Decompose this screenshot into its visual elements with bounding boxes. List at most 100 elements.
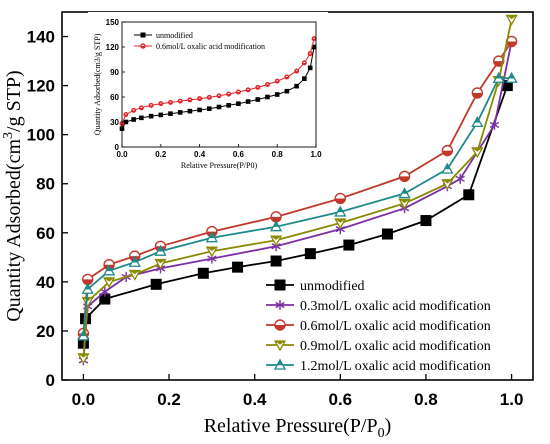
legend-label: 0.3mol/L oxalic acid modification <box>300 299 491 314</box>
inset-x-tick-label: 0.6 <box>233 150 245 159</box>
main-data-point <box>398 170 411 183</box>
main-y-tick-label: 40 <box>36 273 55 292</box>
inset-data-point <box>216 93 222 99</box>
main-y-axis-title-text: Quantity Adsorbed(cm <box>3 139 25 322</box>
main-data-point <box>304 248 316 260</box>
main-data-point <box>100 286 110 297</box>
main-data-point <box>102 277 116 289</box>
inset-data-point <box>197 107 202 113</box>
main-data-point <box>471 147 484 159</box>
inset-data-point <box>206 94 212 100</box>
inset-y-tick-label: 30 <box>110 118 119 127</box>
legend-entry: 0.3mol/L oxalic acid modification <box>266 299 491 314</box>
inset-data-point <box>167 99 173 105</box>
inset-data-point <box>311 44 317 50</box>
inset-plot-frame <box>121 21 317 148</box>
inset-data-point <box>245 87 251 93</box>
inset-y-tick-label: 0 <box>115 143 120 152</box>
main-data-point <box>102 264 116 276</box>
main-data-point <box>420 215 432 227</box>
inset-x-tick-label: 0.2 <box>155 150 167 159</box>
main-x-axis-title-close: ) <box>385 415 392 437</box>
inset-data-point <box>284 88 290 94</box>
main-data-point <box>270 211 282 223</box>
inset-data-point <box>148 102 154 108</box>
main-series-1-2mol-l-oxalic-acid-modification <box>77 71 518 341</box>
legend-swatch-marker <box>275 300 285 310</box>
inset-data-point <box>187 108 193 114</box>
main-y-axis: 0 20 40 60 80 100 120 140 <box>27 28 68 390</box>
main-data-point <box>471 116 484 128</box>
legend-label: 0.9mol/L oxalic acid modification <box>300 339 491 354</box>
main-data-point <box>505 14 518 26</box>
main-data-point <box>463 189 475 201</box>
main-y-tick-label: 20 <box>36 322 55 341</box>
inset-legend-swatch-marker <box>140 32 146 38</box>
inset-legend-entry: 0.6mol/L oxalic acid modification <box>134 42 265 51</box>
main-y-tick-label: 120 <box>27 77 55 96</box>
legend-entry: unmodified <box>266 279 365 294</box>
main-y-tick-label: 100 <box>27 126 55 145</box>
main-data-point <box>128 269 141 281</box>
main-x-tick-label: 0.2 <box>157 390 181 409</box>
main-data-point <box>205 246 218 258</box>
inset-data-point <box>274 92 280 97</box>
inset-y-tick-label: 90 <box>110 68 119 77</box>
main-data-point <box>334 205 347 217</box>
main-data-point <box>269 220 283 232</box>
inset-x-tick-label: 0.4 <box>194 150 206 159</box>
main-data-point <box>505 71 518 83</box>
main-data-point <box>270 255 282 267</box>
legend-label: 0.6mol/L oxalic acid modification <box>300 319 491 334</box>
main-x-tick-label: 0.8 <box>414 390 438 409</box>
inset-data-point <box>307 51 313 57</box>
inset-legend-label: 0.6mol/L oxalic acid modification <box>156 42 265 51</box>
main-series-unmodified <box>77 80 513 349</box>
main-plot: 0.0 0.2 0.4 0.6 0.8 1.0 0 20 40 60 80 100 120 140 un… <box>1 11 534 441</box>
main-x-tick-label: 1.0 <box>500 390 524 409</box>
main-data-point <box>398 187 411 199</box>
main-data-point <box>334 218 347 230</box>
main-y-tick-label: 0 <box>46 371 55 390</box>
inset-series-unmodified <box>119 44 317 131</box>
inset-data-point <box>207 106 212 111</box>
main-x-axis-title-text: Relative Pressure(P/P <box>204 415 378 437</box>
inset-x-axis-title: Relative Pressure(P/P0) <box>181 161 258 170</box>
inset-data-point <box>301 60 307 66</box>
inset-data-point <box>235 89 241 95</box>
main-data-point <box>381 228 393 240</box>
main-y-axis-title-tail: /g STP) <box>3 70 25 132</box>
inset-data-point <box>307 65 313 71</box>
inset-series-layer <box>119 36 317 131</box>
inset-legend: unmodified 0.6mol/L oxalic acid modificat… <box>134 31 265 51</box>
inset-data-point <box>177 110 183 115</box>
main-data-point <box>455 173 465 184</box>
inset-x-tick-label: 0.8 <box>272 150 284 159</box>
inset-data-point <box>274 78 280 84</box>
main-x-tick-label: 0.6 <box>328 390 352 409</box>
main-series-0-9mol-l-oxalic-acid-modification <box>77 14 518 365</box>
inset-legend-swatch-marker <box>140 43 146 49</box>
main-data-point <box>269 235 283 247</box>
main-data-point <box>398 198 411 210</box>
inset-data-point <box>197 96 203 102</box>
inset-data-point <box>131 107 137 113</box>
main-y-axis-title-superscript: 3 <box>1 132 16 139</box>
main-y-tick-label: 80 <box>36 175 55 194</box>
legend-swatch-marker <box>273 358 287 370</box>
inset-data-point <box>123 111 129 117</box>
main-data-point <box>81 282 94 294</box>
inset-y-tick-label: 60 <box>110 93 119 102</box>
main-y-tick-label: 140 <box>27 28 55 47</box>
inset-data-point <box>311 36 317 42</box>
inset-x-tick-label: 0.0 <box>116 150 128 159</box>
main-data-point <box>77 353 90 365</box>
inset-x-axis: 0.0 0.2 0.4 0.6 0.8 1.0 <box>116 144 322 159</box>
main-series-layer <box>77 14 518 366</box>
inset-y-tick-label: 120 <box>106 43 120 52</box>
main-data-point <box>77 329 90 341</box>
inset-data-point <box>216 104 222 110</box>
inset-data-point <box>302 76 307 81</box>
inset-data-point <box>148 113 154 119</box>
